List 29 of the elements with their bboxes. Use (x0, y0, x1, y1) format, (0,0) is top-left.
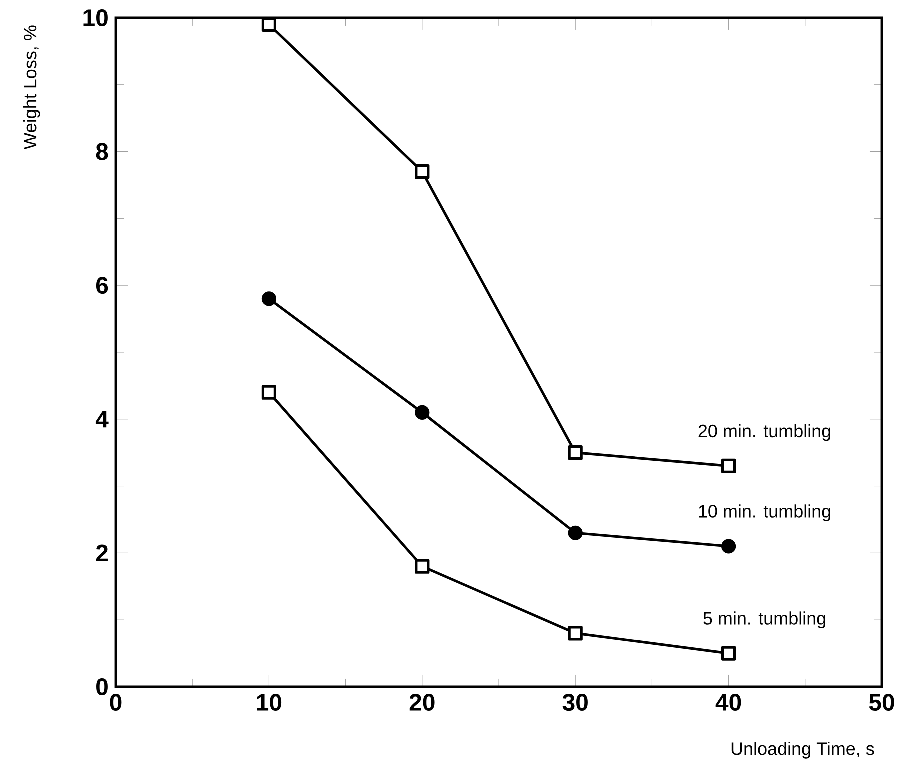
series-label: 5 min. tumbling (704, 612, 826, 628)
y-tick-label: 4 (96, 411, 109, 428)
point (415, 164, 430, 180)
y-tick-label: 2 (96, 544, 108, 562)
x-tick-label: 0 (110, 694, 122, 712)
point (262, 17, 276, 32)
x-tick-label: 30 (562, 694, 588, 712)
x-tick-label: 20 (410, 694, 435, 712)
point (415, 405, 430, 420)
x-tick-label: 50 (869, 694, 894, 712)
series-label: 20 min. tumbling (698, 424, 830, 442)
x-axis-title: Unloading Time, s (732, 742, 874, 759)
point (568, 526, 583, 540)
point (722, 458, 736, 474)
point (568, 446, 583, 460)
point (722, 646, 736, 661)
point (262, 292, 276, 306)
point (262, 385, 276, 400)
point (722, 539, 736, 554)
y-axis-title: Weight Loss, % (23, 26, 40, 150)
x-tick-label: 10 (257, 694, 282, 712)
point (415, 559, 430, 574)
y-tick-label: 10 (84, 9, 108, 26)
x-tick-label: 40 (716, 694, 742, 712)
point (568, 626, 583, 641)
y-tick-label: 6 (96, 277, 108, 294)
y-tick-label: 8 (96, 143, 108, 160)
y-tick-label: 0 (96, 678, 108, 696)
series-label: 10 min. tumbling (699, 504, 830, 522)
